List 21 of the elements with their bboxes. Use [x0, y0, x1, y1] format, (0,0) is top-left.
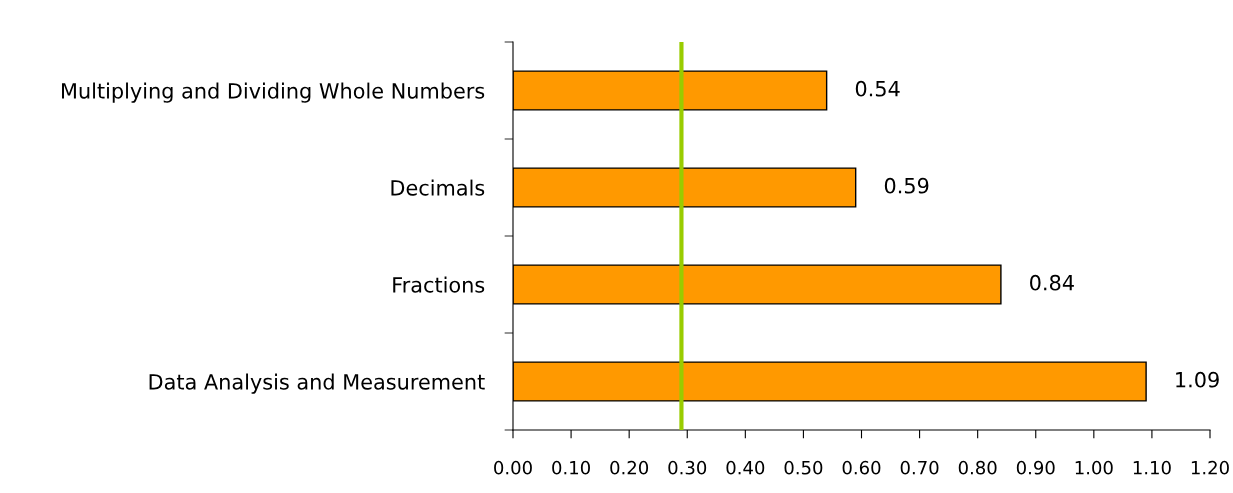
y-tick-label: Multiplying and Dividing Whole Numbers: [62, 82, 485, 103]
x-tick-label: 1.20: [1191, 460, 1229, 475]
x-tick-label: 0.50: [784, 460, 823, 475]
x-tick-label: 0.70: [900, 460, 939, 475]
x-tick-label: 0.60: [842, 460, 881, 475]
x-tick-label: 0.10: [552, 460, 590, 475]
x-tick-label: 0.30: [668, 460, 707, 475]
data-label: 0.84: [1030, 274, 1074, 291]
data-label: 0.59: [884, 177, 929, 194]
y-tick-label: Decimals: [391, 179, 485, 196]
y-tick-label: Fractions: [393, 276, 485, 293]
data-label: 1.09: [1176, 371, 1219, 388]
x-tick-label: 0.00: [494, 460, 532, 475]
x-tick-label: 0.80: [958, 460, 997, 475]
x-tick-label: 1.00: [1075, 460, 1113, 475]
data-label: 0.54: [855, 80, 900, 97]
x-tick-label: 0.20: [610, 460, 649, 475]
x-tick-label: 1.10: [1133, 460, 1171, 475]
x-tick-label: 0.90: [1016, 460, 1055, 475]
y-tick-label: Data Analysis and Measurement: [149, 373, 485, 394]
x-tick-label: 0.40: [726, 460, 765, 475]
